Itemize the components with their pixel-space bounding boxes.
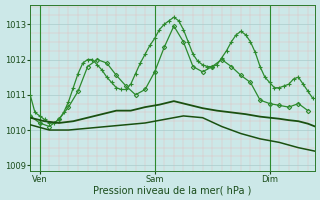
X-axis label: Pression niveau de la mer( hPa ): Pression niveau de la mer( hPa ) — [93, 185, 252, 195]
